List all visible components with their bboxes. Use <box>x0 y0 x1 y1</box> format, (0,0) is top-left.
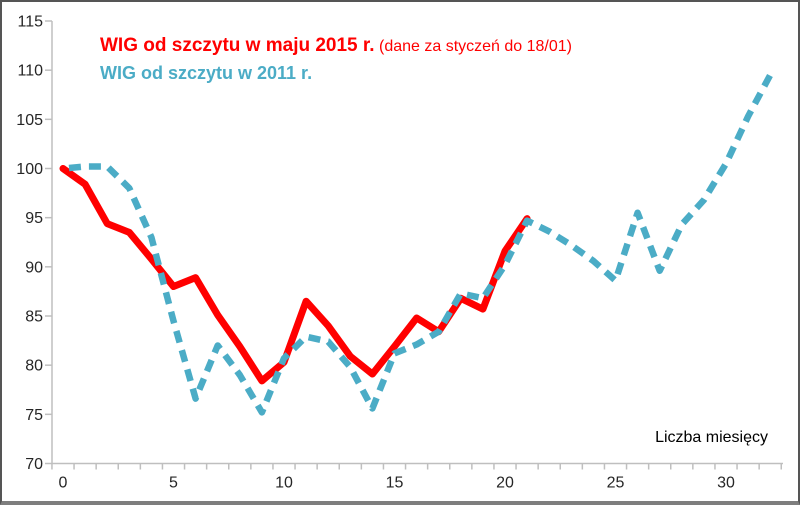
y-axis-tick-label: 100 <box>16 161 43 178</box>
legend-series2: WIG od szczytu w 2011 r. <box>100 60 572 88</box>
x-axis-title: Liczba miesięcy <box>655 429 768 446</box>
x-axis-tick-label: 25 <box>607 475 625 492</box>
x-axis-tick-label: 0 <box>59 475 68 492</box>
x-axis-tick-label: 20 <box>496 475 514 492</box>
legend-series2-label: WIG od szczytu w 2011 r. <box>100 63 313 83</box>
x-axis-tick-label: 30 <box>717 475 735 492</box>
y-axis-tick-label: 95 <box>25 210 43 227</box>
legend-series1-note: (dane za styczeń do 18/01) <box>378 38 572 55</box>
legend-series1-label: WIG od szczytu w maju 2015 r. <box>100 35 375 56</box>
y-axis-tick-label: 90 <box>25 259 43 276</box>
y-axis-tick-label: 80 <box>25 358 43 375</box>
legend-series1: WIG od szczytu w maju 2015 r. (dane za s… <box>100 32 572 60</box>
x-axis-tick-label: 5 <box>169 475 178 492</box>
series-line-wig-2011 <box>62 73 774 416</box>
y-axis-tick-label: 115 <box>17 14 43 31</box>
y-axis-tick-label: 105 <box>16 112 43 129</box>
y-axis-tick-label: 85 <box>25 309 43 326</box>
y-axis-tick-label: 70 <box>25 456 43 473</box>
x-axis-tick-label: 15 <box>386 475 404 492</box>
y-axis-tick-label: 110 <box>17 63 43 80</box>
y-axis-tick-label: 75 <box>25 407 43 424</box>
chart-legend: WIG od szczytu w maju 2015 r. (dane za s… <box>100 32 572 88</box>
x-axis-tick-label: 10 <box>275 475 293 492</box>
